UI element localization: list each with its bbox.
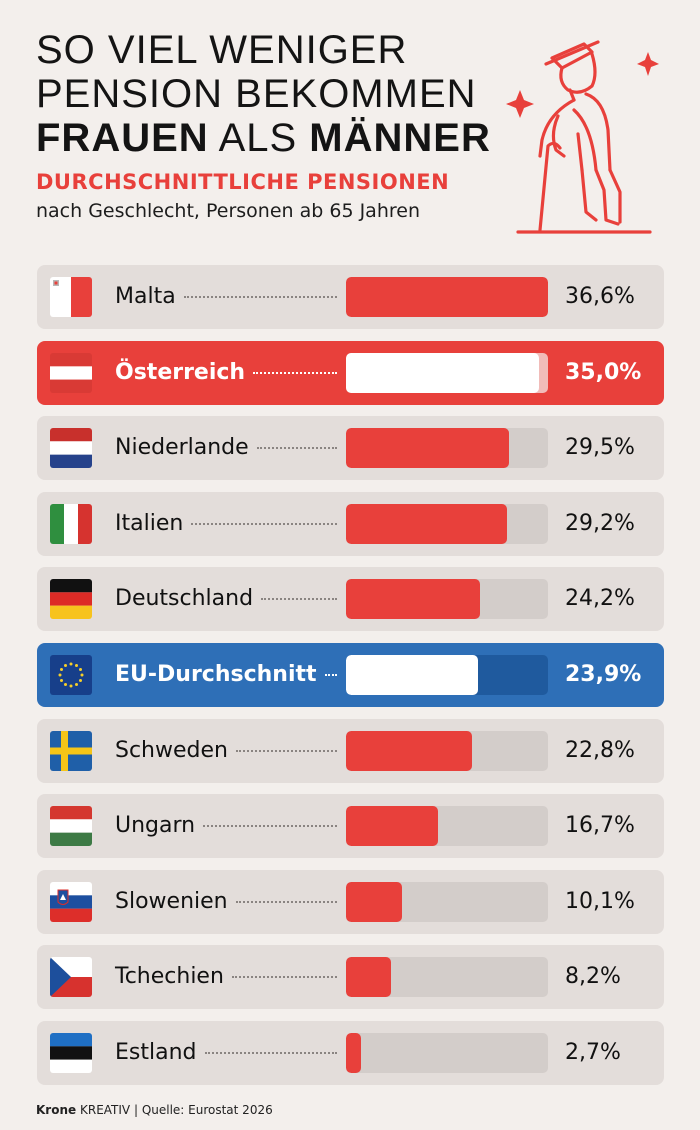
category-label: Schweden [115,737,228,763]
title-men: MÄNNER [309,116,491,160]
data-label: 36,6% [565,284,635,309]
bar-row: Ungarn 16,7% [37,794,664,859]
slovenia-flag [50,882,92,922]
data-label: 35,0% [565,359,642,385]
footer-brand-suffix: KREATIV [79,1103,131,1117]
bar-row: Österreich 35,0% [37,340,664,405]
bar [346,1033,361,1073]
dotted-leader [261,598,337,601]
czechia-flag [50,957,92,997]
bar-track [346,655,548,695]
data-label: 23,9% [565,662,642,687]
austria-flag [50,353,92,393]
bar-track [346,1033,548,1073]
title-line-3: FRAUEN ALS MÄNNER [36,116,516,160]
title-als: ALS [208,116,310,160]
bar [346,579,480,620]
dotted-leader [253,371,337,374]
malta-flag [50,277,92,317]
bar-row: Deutschland 24,2% [37,567,664,632]
dotted-leader [236,900,337,903]
dotted-leader [325,674,337,676]
bar [346,881,402,922]
dotted-leader [236,749,337,752]
category-label: Italien [115,510,184,536]
dotted-leader [203,825,337,828]
bar-row: Schweden 22,8% [37,718,664,783]
data-label: 2,7% [565,1040,621,1065]
title-line-1: SO VIEL WENIGER [36,28,408,72]
bar-row: Niederlande 29,5% [37,416,664,481]
netherlands-flag [50,428,92,468]
elderly-man-icon [506,40,659,234]
bar-track [346,277,548,317]
dotted-leader [232,976,337,979]
category-label: Österreich [115,359,246,385]
sparkle-icon [637,52,659,76]
data-label: 29,2% [565,510,635,536]
footer-source: | Quelle: Eurostat 2026 [130,1103,273,1117]
bar-row: Malta 36,6% [37,265,664,329]
header: SO VIEL WENIGER PENSION BEKOMMEN FRAUEN … [36,28,516,222]
category-label: Estland [115,1040,197,1065]
bar [346,730,472,771]
eu-flag [50,655,92,695]
sweden-flag [50,731,92,771]
bar [346,352,540,393]
bar-row: Estland 2,7% [37,1021,664,1085]
bar-track [346,352,548,393]
data-label: 24,2% [565,586,635,612]
dotted-leader [257,447,337,450]
category-label: Niederlande [115,435,249,461]
bar-track [346,730,548,771]
category-label: EU-Durchschnitt [115,662,317,687]
subtitle-secondary: nach Geschlecht, Personen ab 65 Jahren [36,200,420,222]
bar-row: Tchechien 8,2% [37,945,664,1010]
subtitle: DURCHSCHNITTLICHE PENSIONEN [36,170,450,194]
bar-track [346,806,548,847]
dotted-leader [205,1052,337,1054]
bar-track [346,881,548,922]
data-label: 8,2% [565,964,621,990]
dotted-leader [191,522,337,525]
data-label: 10,1% [565,888,635,914]
category-label: Malta [115,284,176,309]
sparkle-icon [506,90,534,118]
bar-row: Italien 29,2% [37,491,664,556]
bar-track [346,428,548,469]
bar-track [346,957,548,998]
dotted-leader [184,296,337,298]
data-label: 16,7% [565,813,635,839]
bar [346,277,548,317]
footer-brand: Krone [36,1103,77,1117]
bar-row: Slowenien 10,1% [37,869,664,934]
bar [346,503,508,544]
category-label: Ungarn [115,813,196,839]
title-women: FRAUEN [36,116,209,160]
italy-flag [50,504,92,544]
category-label: Slowenien [115,888,228,914]
category-label: Deutschland [115,586,254,612]
footer: Krone KREATIV | Quelle: Eurostat 2026 [36,1103,273,1117]
data-label: 29,5% [565,435,635,461]
bar-row: EU-Durchschnitt 23,9% [37,643,664,707]
bar [346,428,509,469]
estonia-flag [50,1033,92,1073]
germany-flag [50,579,92,619]
bar [346,806,439,847]
title-line-2: PENSION BEKOMMEN [36,72,477,116]
category-label: Tchechien [115,964,224,990]
bar [346,957,392,998]
bar-track [346,579,548,620]
bar [346,655,478,695]
bar-track [346,503,548,544]
hungary-flag [50,806,92,846]
data-label: 22,8% [565,737,635,763]
